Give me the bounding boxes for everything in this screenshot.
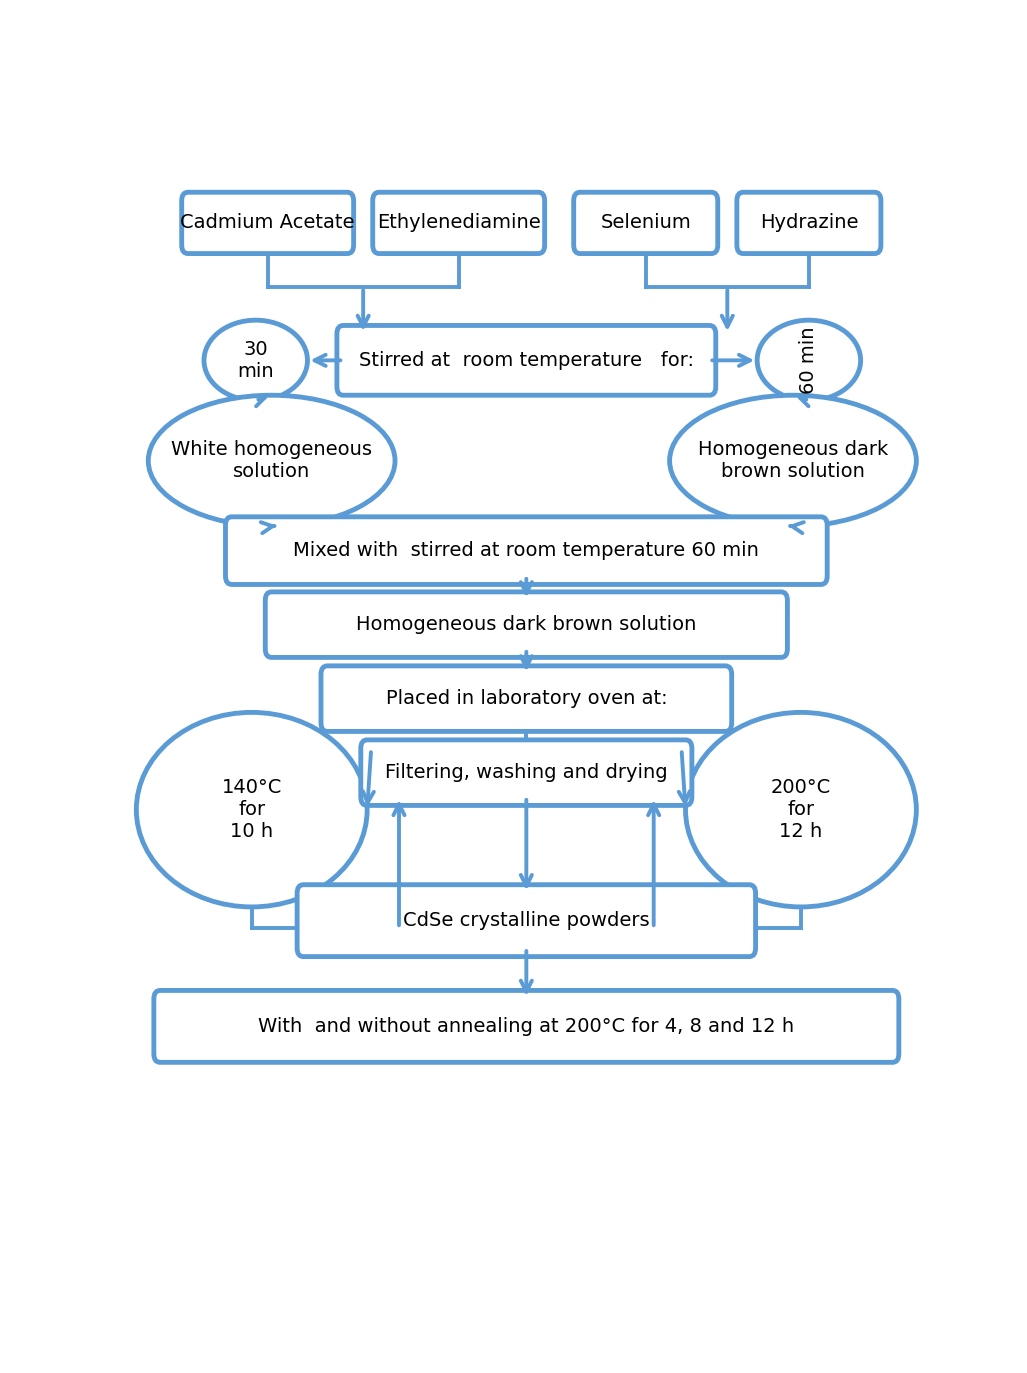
Ellipse shape: [757, 320, 861, 401]
Text: Cadmium Acetate: Cadmium Acetate: [181, 213, 355, 232]
Text: Homogeneous dark brown solution: Homogeneous dark brown solution: [356, 615, 696, 634]
Text: Filtering, washing and drying: Filtering, washing and drying: [385, 763, 668, 783]
FancyBboxPatch shape: [736, 192, 881, 254]
Ellipse shape: [148, 395, 395, 526]
Text: Ethylenediamine: Ethylenediamine: [377, 213, 540, 232]
Text: 140°C
for
10 h: 140°C for 10 h: [222, 778, 282, 842]
FancyBboxPatch shape: [360, 740, 692, 806]
FancyBboxPatch shape: [574, 192, 718, 254]
FancyBboxPatch shape: [265, 592, 788, 658]
Text: White homogeneous
solution: White homogeneous solution: [172, 441, 372, 482]
FancyBboxPatch shape: [182, 192, 353, 254]
FancyBboxPatch shape: [297, 884, 756, 957]
Ellipse shape: [137, 713, 368, 908]
Ellipse shape: [670, 395, 916, 526]
FancyBboxPatch shape: [337, 325, 716, 395]
Text: Hydrazine: Hydrazine: [760, 213, 859, 232]
Text: Selenium: Selenium: [601, 213, 691, 232]
FancyBboxPatch shape: [154, 990, 899, 1063]
Text: Mixed with  stirred at room temperature 60 min: Mixed with stirred at room temperature 6…: [294, 541, 759, 560]
Ellipse shape: [686, 713, 916, 908]
Text: Stirred at  room temperature   for:: Stirred at room temperature for:: [358, 351, 694, 369]
Text: CdSe crystalline powders: CdSe crystalline powders: [403, 912, 650, 930]
Ellipse shape: [204, 320, 307, 401]
Text: 60 min: 60 min: [799, 327, 819, 394]
Text: 200°C
for
12 h: 200°C for 12 h: [771, 778, 831, 842]
Text: Placed in laboratory oven at:: Placed in laboratory oven at:: [385, 689, 668, 708]
FancyBboxPatch shape: [321, 666, 731, 732]
FancyBboxPatch shape: [373, 192, 544, 254]
Text: Homogeneous dark
brown solution: Homogeneous dark brown solution: [698, 441, 888, 482]
FancyBboxPatch shape: [226, 516, 827, 585]
Text: 30
min: 30 min: [237, 341, 274, 380]
Text: With  and without annealing at 200°C for 4, 8 and 12 h: With and without annealing at 200°C for …: [258, 1017, 795, 1035]
